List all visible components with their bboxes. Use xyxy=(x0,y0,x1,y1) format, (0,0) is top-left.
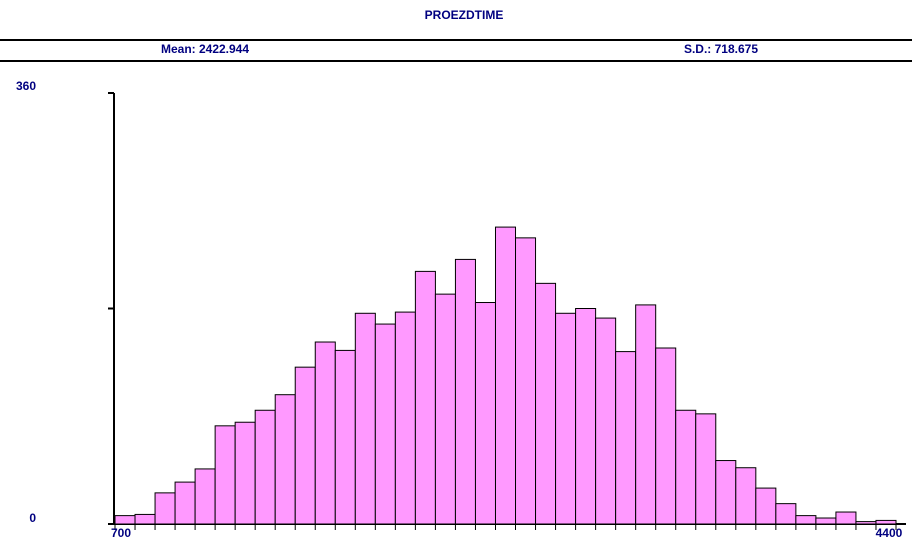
bar xyxy=(474,302,496,525)
bar xyxy=(134,513,156,525)
bar xyxy=(695,413,717,525)
x-tick-label: 700 xyxy=(111,526,131,540)
bar xyxy=(655,347,677,525)
bar xyxy=(434,293,456,525)
bar xyxy=(535,282,557,525)
bar xyxy=(254,409,276,525)
bar xyxy=(354,312,376,525)
bar xyxy=(675,409,697,525)
bar xyxy=(555,312,577,525)
y-tick-label: 360 xyxy=(16,79,36,93)
bar xyxy=(595,317,617,525)
bar xyxy=(615,351,637,525)
bar xyxy=(174,481,196,525)
bar xyxy=(414,270,436,525)
bar xyxy=(454,258,476,525)
bar xyxy=(374,323,396,525)
bar xyxy=(635,304,657,525)
bar xyxy=(835,511,857,525)
bar xyxy=(755,487,777,525)
bar xyxy=(194,468,216,525)
x-tick-label: 4400 xyxy=(876,526,903,540)
bar xyxy=(114,515,136,525)
stat-mean: Mean: 2422.944 xyxy=(161,42,249,56)
bar xyxy=(775,503,797,525)
bar xyxy=(575,308,597,525)
bar xyxy=(234,421,256,525)
bar xyxy=(494,226,517,525)
bar xyxy=(875,519,897,525)
bar xyxy=(735,467,757,525)
stat-sd: S.D.: 718.675 xyxy=(684,42,758,56)
bar xyxy=(314,341,336,525)
bar xyxy=(795,515,817,525)
bar xyxy=(214,425,236,525)
chart-title: PROEZDTIME xyxy=(425,8,504,22)
y-tick-label: 0 xyxy=(29,511,36,525)
bar xyxy=(715,460,737,525)
bar xyxy=(815,517,837,525)
bar xyxy=(294,366,316,525)
bar xyxy=(334,349,356,525)
bar xyxy=(515,237,537,525)
bar xyxy=(274,394,296,525)
bar xyxy=(855,521,877,525)
bar xyxy=(394,311,416,525)
bar xyxy=(154,492,176,525)
